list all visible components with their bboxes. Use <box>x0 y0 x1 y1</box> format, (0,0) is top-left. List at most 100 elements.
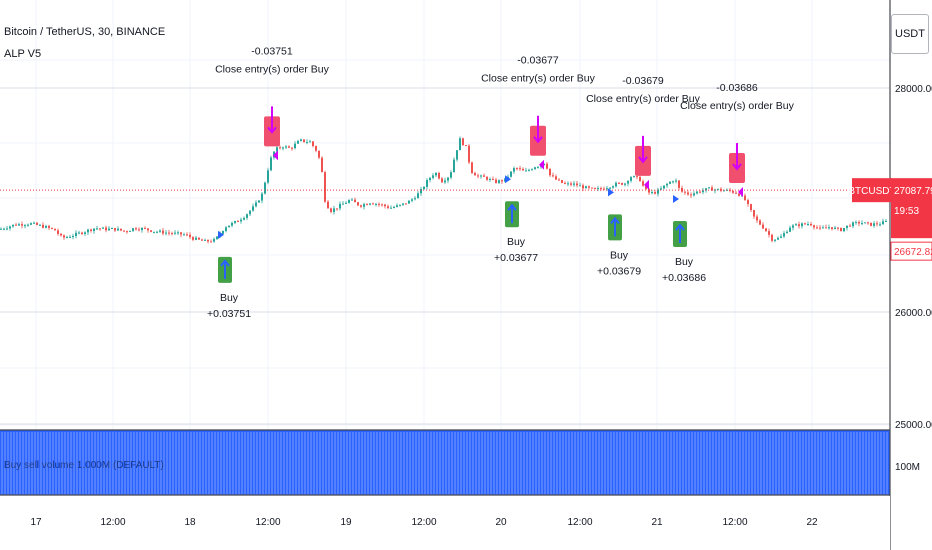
candle-body <box>321 157 323 173</box>
candle-body <box>318 150 320 158</box>
candle-body <box>201 239 203 241</box>
candle-body <box>486 176 488 180</box>
exit-order-label: Close entry(s) order Buy <box>481 73 596 85</box>
candle-body <box>807 223 809 225</box>
candle-body <box>315 146 317 151</box>
indicator-legend[interactable]: ALP V5 <box>4 48 42 60</box>
candle-body <box>573 183 575 185</box>
candle-body <box>288 146 290 148</box>
candle-body <box>411 199 413 201</box>
candle-body <box>621 182 623 185</box>
candle-body <box>354 199 356 203</box>
candle-body <box>609 187 611 189</box>
candle-body <box>690 194 692 196</box>
candle-body <box>438 172 440 179</box>
candle-body <box>774 239 776 241</box>
candle-body <box>357 202 359 206</box>
candle-body <box>333 208 335 213</box>
candle-body <box>51 227 53 229</box>
candle-body <box>477 175 479 177</box>
candle-body <box>243 217 245 220</box>
candle-body <box>252 206 254 211</box>
candle-body <box>75 232 77 237</box>
currency-button[interactable]: USDT <box>891 14 929 54</box>
candle-body <box>549 168 551 176</box>
candle-body <box>360 205 362 207</box>
candle-body <box>708 187 710 189</box>
candle-body <box>669 181 671 184</box>
candle-body <box>177 232 179 234</box>
candle-body <box>426 180 428 187</box>
candle-body <box>342 203 344 205</box>
candle-body <box>528 169 530 171</box>
candle-body <box>753 210 755 217</box>
candle-body <box>675 180 677 182</box>
candle-body <box>231 222 233 226</box>
candle-body <box>408 200 410 204</box>
candle-body <box>222 230 224 234</box>
candle-body <box>801 223 803 227</box>
exit-order-label: Close entry(s) order Buy <box>215 63 330 75</box>
exit-flag-icon <box>539 159 544 170</box>
candle-body <box>432 175 434 178</box>
trade-amount-label: +0.03679 <box>597 265 641 277</box>
candle-body <box>567 183 569 185</box>
current-price-tag[interactable] <box>891 178 932 239</box>
entry-flag-icon <box>505 175 511 184</box>
candle-body <box>396 205 398 207</box>
candle-body <box>291 147 293 149</box>
candle-body <box>153 231 155 233</box>
candle-body <box>654 192 656 194</box>
candle-body <box>660 188 662 190</box>
candle-body <box>15 224 17 226</box>
entry-flag-icon <box>218 230 224 239</box>
candle-body <box>771 234 773 241</box>
candle-body <box>402 203 404 205</box>
candle-body <box>420 189 422 194</box>
trade-markers: Buy +0.03751 -0.03751 Close entry(s) order … <box>207 45 795 320</box>
trade-side-label: Buy <box>675 256 694 268</box>
candle-body <box>456 150 458 160</box>
candle-body <box>279 147 281 149</box>
candle-body <box>498 180 500 183</box>
candle-body <box>474 172 476 176</box>
candle-body <box>387 206 389 208</box>
candle-body <box>168 232 170 234</box>
arrow-up-icon <box>220 259 230 279</box>
candle-body <box>159 230 161 232</box>
candle-body <box>237 221 239 223</box>
volume-pane: Buy sell volume 1.000M (DEFAULT) <box>0 429 932 496</box>
candle-body <box>399 204 401 206</box>
candle-body <box>390 207 392 209</box>
candle-body <box>747 200 749 205</box>
candle-body <box>207 239 209 242</box>
candle-body <box>561 180 563 183</box>
candle-body <box>627 180 629 184</box>
exit-flag-icon <box>644 179 649 190</box>
time-tick-label: 12:00 <box>255 517 280 528</box>
candle-body <box>828 227 830 229</box>
symbol-tag[interactable] <box>852 178 892 203</box>
candle-body <box>705 188 707 191</box>
candle-body <box>111 228 113 230</box>
candle-body <box>678 180 680 188</box>
symbol-title[interactable]: Bitcoin / TetherUS, 30, BINANCE <box>4 26 166 38</box>
candle-body <box>501 180 503 182</box>
candle-body <box>864 222 866 224</box>
candle-body <box>510 171 512 177</box>
candle-body <box>381 204 383 206</box>
candle-body <box>849 225 851 227</box>
arrow-down-icon <box>267 106 277 134</box>
time-tick-label: 12:00 <box>722 517 747 528</box>
candle-body <box>459 138 461 151</box>
candle-body <box>228 225 230 228</box>
candle-body <box>435 172 437 176</box>
candle-body <box>45 225 47 228</box>
candle-body <box>267 170 269 183</box>
candle-body <box>717 188 719 190</box>
candle-body <box>0 228 2 230</box>
exit-flag-icon <box>273 150 278 161</box>
candle-body <box>417 193 419 199</box>
volume-background <box>0 430 890 495</box>
